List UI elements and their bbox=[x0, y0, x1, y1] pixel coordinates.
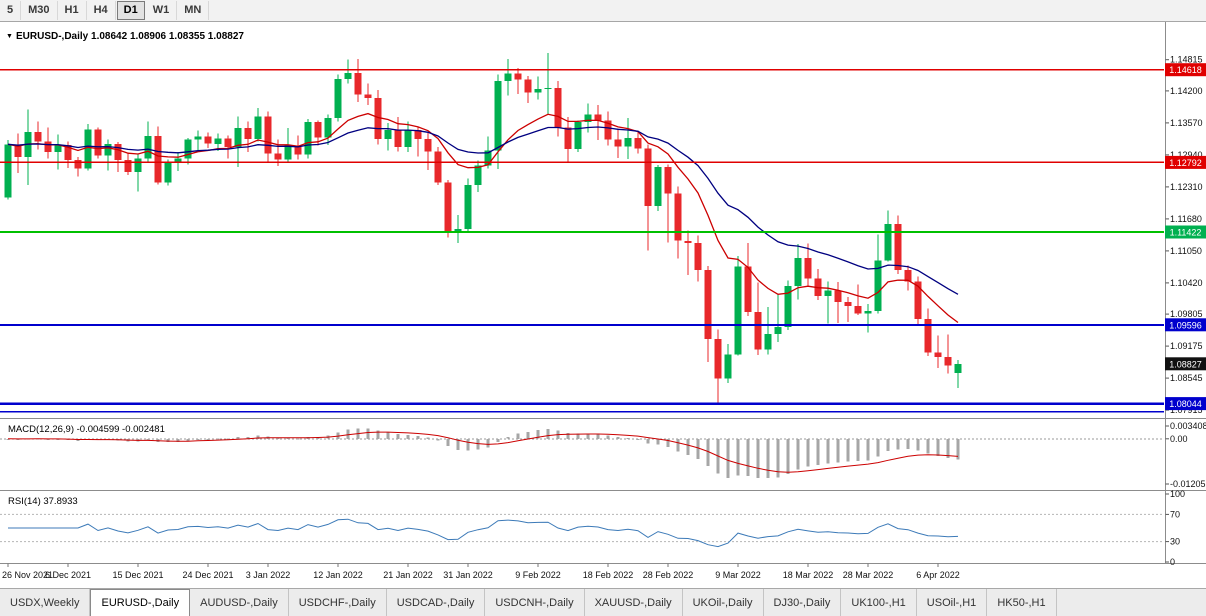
symbol-tab-usdcad-daily[interactable]: USDCAD-,Daily bbox=[386, 589, 486, 616]
price-badge-1-11422[interactable] bbox=[1165, 225, 1206, 239]
svg-text:0.00: 0.00 bbox=[1170, 434, 1188, 444]
svg-text:1.11680: 1.11680 bbox=[1170, 214, 1202, 224]
rsi-title: RSI(14) 37.8933 bbox=[8, 496, 78, 507]
symbol-tab-usdx-weekly[interactable]: USDX,Weekly bbox=[0, 589, 91, 616]
price-badge-1-12792[interactable] bbox=[1165, 155, 1206, 169]
pane-separators bbox=[0, 22, 1206, 564]
svg-text:9 Mar 2022: 9 Mar 2022 bbox=[715, 570, 761, 580]
macd-signal-line bbox=[7, 431, 959, 473]
svg-text:15 Dec 2021: 15 Dec 2021 bbox=[112, 570, 163, 580]
price-chart[interactable]: 1.14815 1.14200 1.13570 1.12940 1.12310 1.116… bbox=[0, 22, 1206, 588]
svg-text:1.09596: 1.09596 bbox=[1169, 320, 1202, 330]
chart-symbol-title: EURUSD-,Daily 1.08642 1.08906 1.08355 1.… bbox=[16, 31, 244, 42]
rsi-layer bbox=[0, 513, 1164, 548]
chart-marker-icon: ▼ bbox=[6, 33, 13, 40]
timeframe-button-5[interactable]: 5 bbox=[0, 1, 22, 20]
timeframe-buttons: 5 M30 H1 H4 D1 W1 MN bbox=[0, 0, 210, 21]
svg-text:1.11050: 1.11050 bbox=[1170, 246, 1202, 256]
timeframe-button-mn[interactable]: MN bbox=[177, 1, 210, 20]
svg-text:1.09805: 1.09805 bbox=[1170, 309, 1203, 319]
svg-text:31 Jan 2022: 31 Jan 2022 bbox=[443, 570, 493, 580]
symbol-tab-usoil-h1[interactable]: USOil-,H1 bbox=[916, 589, 988, 616]
svg-text:1.08044: 1.08044 bbox=[1169, 399, 1202, 409]
svg-text:1.14200: 1.14200 bbox=[1170, 86, 1203, 96]
symbol-tab-ukoil-daily[interactable]: UKOil-,Daily bbox=[682, 589, 764, 616]
symbol-tab-usdcnh-daily[interactable]: USDCNH-,Daily bbox=[485, 589, 585, 616]
symbol-tab-bar: USDX,Weekly EURUSD-,Daily AUDUSD-,Daily USD… bbox=[0, 588, 1206, 616]
svg-text:1.12940: 1.12940 bbox=[1170, 150, 1203, 160]
symbol-tab-audusd-daily[interactable]: AUDUSD-,Daily bbox=[190, 589, 289, 616]
timeframe-button-m30[interactable]: M30 bbox=[21, 1, 58, 20]
svg-text:1.12792: 1.12792 bbox=[1169, 158, 1202, 168]
symbol-tab-hk50-h1[interactable]: HK50-,H1 bbox=[987, 589, 1057, 616]
svg-text:12 Jan 2022: 12 Jan 2022 bbox=[313, 570, 363, 580]
svg-text:1.14815: 1.14815 bbox=[1170, 55, 1203, 65]
candles-layer[interactable] bbox=[4, 52, 962, 403]
svg-text:1.13570: 1.13570 bbox=[1170, 118, 1203, 128]
moving-averages-layer bbox=[7, 112, 959, 324]
svg-text:-0.01205: -0.01205 bbox=[1170, 479, 1206, 489]
timeframe-button-d1[interactable]: D1 bbox=[116, 1, 145, 20]
svg-text:26 Nov 2021: 26 Nov 2021 bbox=[2, 570, 53, 580]
timeframe-button-w1[interactable]: W1 bbox=[146, 1, 178, 20]
svg-text:18 Mar 2022: 18 Mar 2022 bbox=[783, 570, 834, 580]
svg-text:1.08545: 1.08545 bbox=[1170, 373, 1203, 383]
price-badge-1-08827[interactable] bbox=[1165, 357, 1206, 371]
timeframe-toolbar: 5 M30 H1 H4 D1 W1 MN bbox=[0, 0, 1206, 22]
svg-text:0.003408: 0.003408 bbox=[1170, 421, 1206, 431]
svg-text:9 Feb 2022: 9 Feb 2022 bbox=[515, 570, 561, 580]
svg-text:30: 30 bbox=[1170, 537, 1180, 547]
timeframe-button-h4[interactable]: H4 bbox=[87, 1, 116, 20]
symbol-tab-usdchf-daily[interactable]: USDCHF-,Daily bbox=[288, 589, 387, 616]
svg-text:1.08827: 1.08827 bbox=[1169, 359, 1202, 369]
timeframe-button-h1[interactable]: H1 bbox=[58, 1, 87, 20]
symbol-tab-xauusd-daily[interactable]: XAUUSD-,Daily bbox=[584, 589, 683, 616]
svg-text:1.14618: 1.14618 bbox=[1169, 65, 1202, 75]
svg-text:28 Mar 2022: 28 Mar 2022 bbox=[843, 570, 894, 580]
svg-text:100: 100 bbox=[1170, 489, 1185, 499]
svg-text:21 Jan 2022: 21 Jan 2022 bbox=[383, 570, 433, 580]
macd-title: MACD(12,26,9) -0.004599 -0.002481 bbox=[8, 424, 165, 435]
symbol-tab-eurusd-daily[interactable]: EURUSD-,Daily bbox=[90, 589, 191, 616]
svg-text:70: 70 bbox=[1170, 509, 1180, 519]
svg-text:24 Dec 2021: 24 Dec 2021 bbox=[182, 570, 233, 580]
svg-text:6 Dec 2021: 6 Dec 2021 bbox=[45, 570, 91, 580]
svg-text:18 Feb 2022: 18 Feb 2022 bbox=[583, 570, 634, 580]
svg-text:1.11422: 1.11422 bbox=[1170, 228, 1202, 238]
svg-text:6 Apr 2022: 6 Apr 2022 bbox=[916, 570, 960, 580]
svg-text:28 Feb 2022: 28 Feb 2022 bbox=[643, 570, 694, 580]
chart-background bbox=[0, 22, 1206, 588]
price-badge-1-14618[interactable] bbox=[1165, 63, 1206, 77]
price-badge-1-09596[interactable] bbox=[1165, 318, 1206, 332]
symbol-tab-dj30-daily[interactable]: DJ30-,Daily bbox=[763, 589, 842, 616]
price-badges[interactable]: 1.14618 1.12792 1.11422 1.09596 1.08827 1.080… bbox=[1165, 63, 1206, 411]
symbol-tab-uk100-h1[interactable]: UK100-,H1 bbox=[841, 589, 917, 616]
svg-text:1.10420: 1.10420 bbox=[1170, 278, 1203, 288]
horizontal-lines-layer[interactable] bbox=[0, 69, 1164, 413]
svg-text:3 Jan 2022: 3 Jan 2022 bbox=[246, 570, 291, 580]
svg-text:1.09175: 1.09175 bbox=[1170, 341, 1203, 351]
svg-text:1.12310: 1.12310 bbox=[1170, 182, 1203, 192]
svg-text:0: 0 bbox=[1170, 557, 1175, 567]
price-badge-1-08044[interactable] bbox=[1165, 397, 1206, 411]
